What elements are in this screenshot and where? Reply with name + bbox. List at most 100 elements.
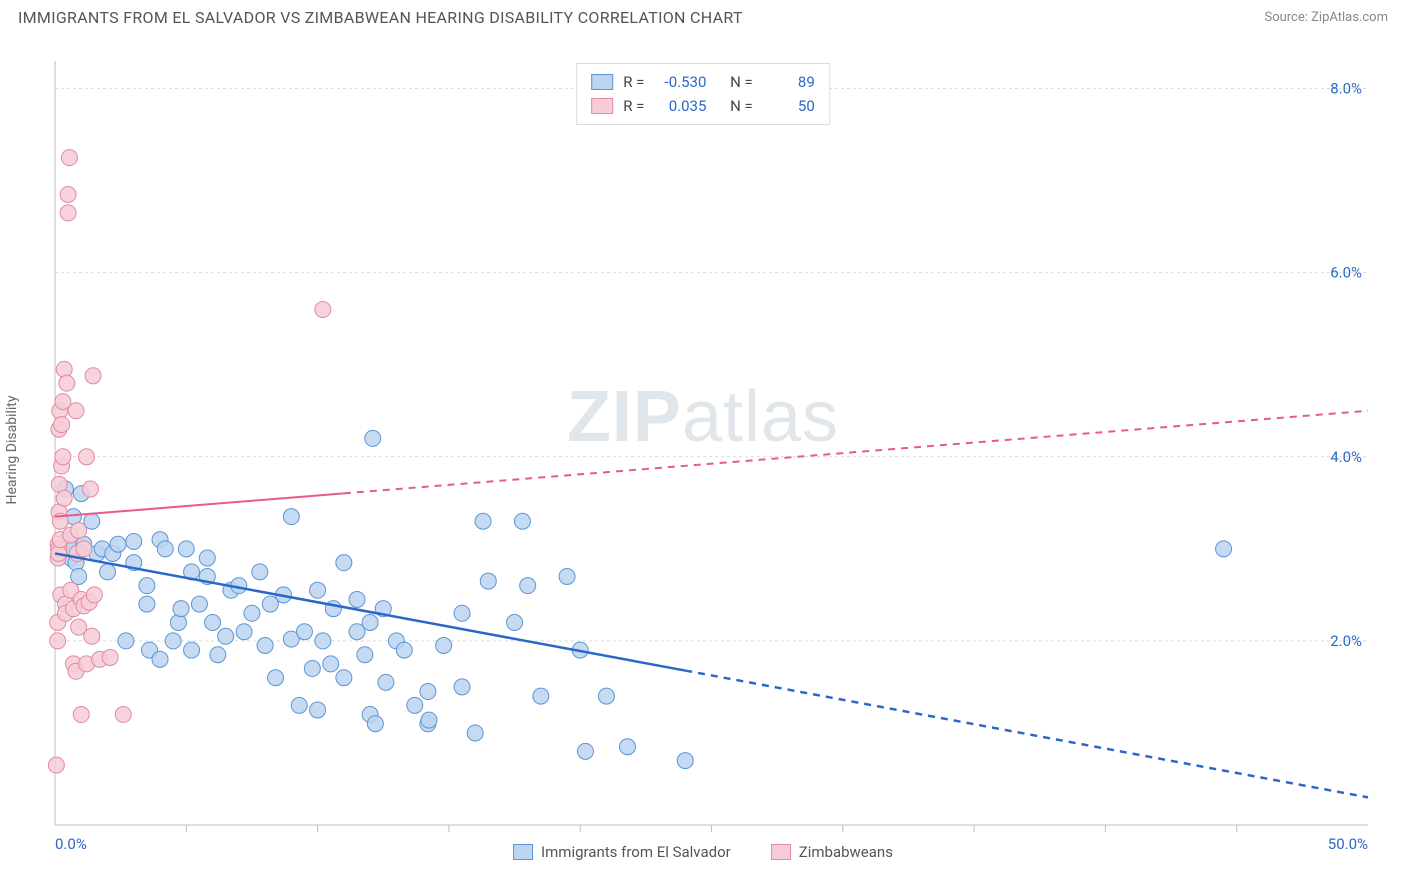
n-value-zimbabwe: 50 xyxy=(763,94,815,118)
data-point xyxy=(165,633,181,649)
data-point xyxy=(598,688,614,704)
data-point xyxy=(252,564,268,580)
data-point xyxy=(454,605,470,621)
r-label: R = xyxy=(623,70,644,94)
data-point xyxy=(152,651,168,667)
data-point xyxy=(454,679,470,695)
data-point xyxy=(310,702,326,718)
data-point xyxy=(199,550,215,566)
data-point xyxy=(310,582,326,598)
chart-svg: 0.0%50.0%2.0%4.0%6.0%8.0% xyxy=(0,35,1406,865)
data-point xyxy=(86,587,102,603)
data-point xyxy=(244,605,260,621)
y-axis-label: Hearing Disability xyxy=(4,396,20,505)
source-attribution: Source: ZipAtlas.com xyxy=(1264,10,1388,25)
data-point xyxy=(59,375,75,391)
data-point xyxy=(396,642,412,658)
data-point xyxy=(619,739,635,755)
data-point xyxy=(480,573,496,589)
data-point xyxy=(60,186,76,202)
chart-title: IMMIGRANTS FROM EL SALVADOR VS ZIMBABWEA… xyxy=(18,8,743,27)
data-point xyxy=(102,649,118,665)
data-point xyxy=(126,533,142,549)
data-point xyxy=(85,368,101,384)
data-point xyxy=(420,684,436,700)
source-link[interactable]: ZipAtlas.com xyxy=(1311,10,1388,25)
n-label: N = xyxy=(730,94,753,118)
data-point xyxy=(50,633,66,649)
svg-text:2.0%: 2.0% xyxy=(1330,632,1362,650)
data-point xyxy=(84,628,100,644)
swatch-zimbabwe xyxy=(771,844,791,860)
data-point xyxy=(157,541,173,557)
data-point xyxy=(268,670,284,686)
data-point xyxy=(407,697,423,713)
data-point xyxy=(365,430,381,446)
data-point xyxy=(118,633,134,649)
data-point xyxy=(173,601,189,617)
data-point xyxy=(56,490,72,506)
data-point xyxy=(507,614,523,630)
trend-line xyxy=(55,493,344,516)
data-point xyxy=(436,638,452,654)
data-point xyxy=(82,481,98,497)
scatter-chart: Hearing Disability ZIPatlas 0.0%50.0%2.0… xyxy=(0,35,1406,865)
data-point xyxy=(184,642,200,658)
data-point xyxy=(520,578,536,594)
data-point xyxy=(100,564,116,580)
data-point xyxy=(56,361,72,377)
data-point xyxy=(55,449,71,465)
data-point xyxy=(357,647,373,663)
data-point xyxy=(304,661,320,677)
data-point xyxy=(191,596,207,612)
svg-text:0.0%: 0.0% xyxy=(55,835,87,853)
r-value-zimbabwe: 0.035 xyxy=(654,94,706,118)
data-point xyxy=(367,716,383,732)
r-value-el-salvador: -0.530 xyxy=(654,70,706,94)
data-point xyxy=(467,725,483,741)
data-point xyxy=(336,555,352,571)
n-label: N = xyxy=(730,70,753,94)
data-point xyxy=(71,568,87,584)
data-point xyxy=(349,591,365,607)
stats-row-zimbabwe: R = 0.035 N = 50 xyxy=(591,94,815,118)
data-point xyxy=(48,757,64,773)
data-point xyxy=(73,707,89,723)
data-point xyxy=(362,614,378,630)
data-point xyxy=(79,449,95,465)
svg-text:4.0%: 4.0% xyxy=(1330,448,1362,466)
svg-text:50.0%: 50.0% xyxy=(1328,835,1368,853)
swatch-el-salvador xyxy=(513,844,533,860)
stats-row-el-salvador: R = -0.530 N = 89 xyxy=(591,70,815,94)
r-label: R = xyxy=(623,94,644,118)
data-point xyxy=(178,541,194,557)
data-point xyxy=(115,707,131,723)
data-point xyxy=(677,753,693,769)
data-point xyxy=(1216,541,1232,557)
data-point xyxy=(76,541,92,557)
swatch-zimbabwe xyxy=(591,98,613,114)
data-point xyxy=(139,596,155,612)
data-point xyxy=(68,403,84,419)
data-point xyxy=(315,302,331,318)
stats-legend: R = -0.530 N = 89 R = 0.035 N = 50 xyxy=(576,63,830,125)
legend-label-zimbabwe: Zimbabweans xyxy=(799,843,893,861)
data-point xyxy=(257,638,273,654)
n-value-el-salvador: 89 xyxy=(763,70,815,94)
data-point xyxy=(71,522,87,538)
data-point xyxy=(170,614,186,630)
data-point xyxy=(315,633,331,649)
data-point xyxy=(514,513,530,529)
data-point xyxy=(54,417,70,433)
svg-text:8.0%: 8.0% xyxy=(1330,80,1362,98)
data-point xyxy=(533,688,549,704)
series-legend: Immigrants from El Salvador Zimbabweans xyxy=(513,843,893,861)
data-point xyxy=(577,743,593,759)
data-point xyxy=(139,578,155,594)
data-point xyxy=(205,614,221,630)
legend-label-el-salvador: Immigrants from El Salvador xyxy=(541,843,731,861)
data-point xyxy=(210,647,226,663)
data-point xyxy=(60,205,76,221)
data-point xyxy=(61,150,77,166)
trend-line-dashed xyxy=(344,411,1368,494)
